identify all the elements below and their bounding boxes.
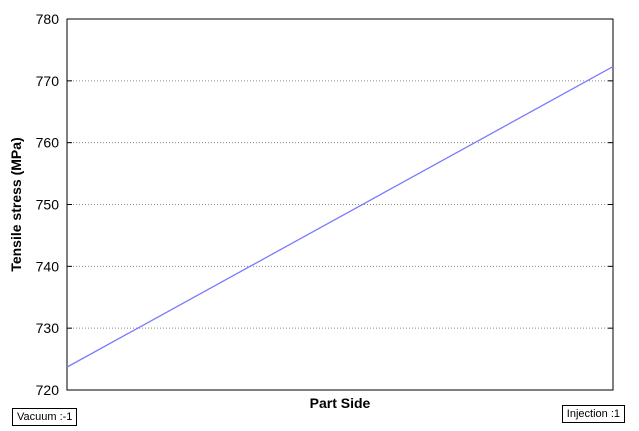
high-level-label: Injection :1 [561,405,625,423]
y-tick-label-770: 770 [36,73,60,89]
y-axis-ticks: 720 730 740 750 760 770 780 [36,11,613,398]
y-tick-label-760: 760 [36,135,60,151]
y-tick-label-750: 750 [36,197,60,213]
y-tick-label-780: 780 [36,11,60,27]
grid-lines [67,80,613,329]
x-axis-title: Part Side [310,395,371,411]
series-line-0 [66,66,614,368]
y-tick-label-740: 740 [36,258,60,274]
low-level-label: Vacuum :-1 [12,408,78,426]
y-axis-title: Tensile stress (MPa) [8,137,24,271]
y-tick-label-730: 730 [36,320,60,336]
series-lines [66,66,614,368]
y-tick-label-720: 720 [36,382,60,398]
